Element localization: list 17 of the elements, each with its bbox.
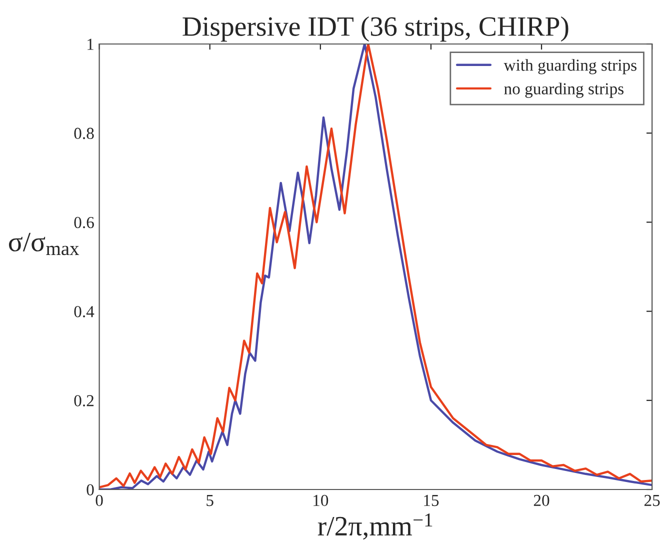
x-tick-label: 15	[424, 494, 439, 506]
x-tick-label: 20	[534, 494, 550, 506]
legend-label: with guarding strips	[504, 59, 636, 74]
y-tick-label: 1	[88, 38, 94, 50]
y-tick-label: 0.2	[74, 395, 94, 406]
legend-label: no guarding strips	[504, 82, 624, 98]
y-tick-label: 0	[86, 484, 94, 496]
x-tick-label: 25	[644, 494, 660, 506]
x-tick-label: 10	[314, 494, 328, 506]
y-tick-label: 0.6	[74, 216, 94, 228]
x-tick-label: 0	[96, 494, 103, 506]
y-axis-title: σ/σ$_{max}$	[8, 232, 80, 256]
x-axis-title: r/2π,mm$^{−1}$	[318, 514, 432, 540]
y-tick-label: 0.8	[74, 128, 94, 140]
y-tick-label: 0.4	[74, 306, 94, 318]
chart-title: Dispersive IDT (36 strips, CHIRP)	[182, 16, 568, 42]
x-tick-label: 5	[206, 495, 214, 506]
